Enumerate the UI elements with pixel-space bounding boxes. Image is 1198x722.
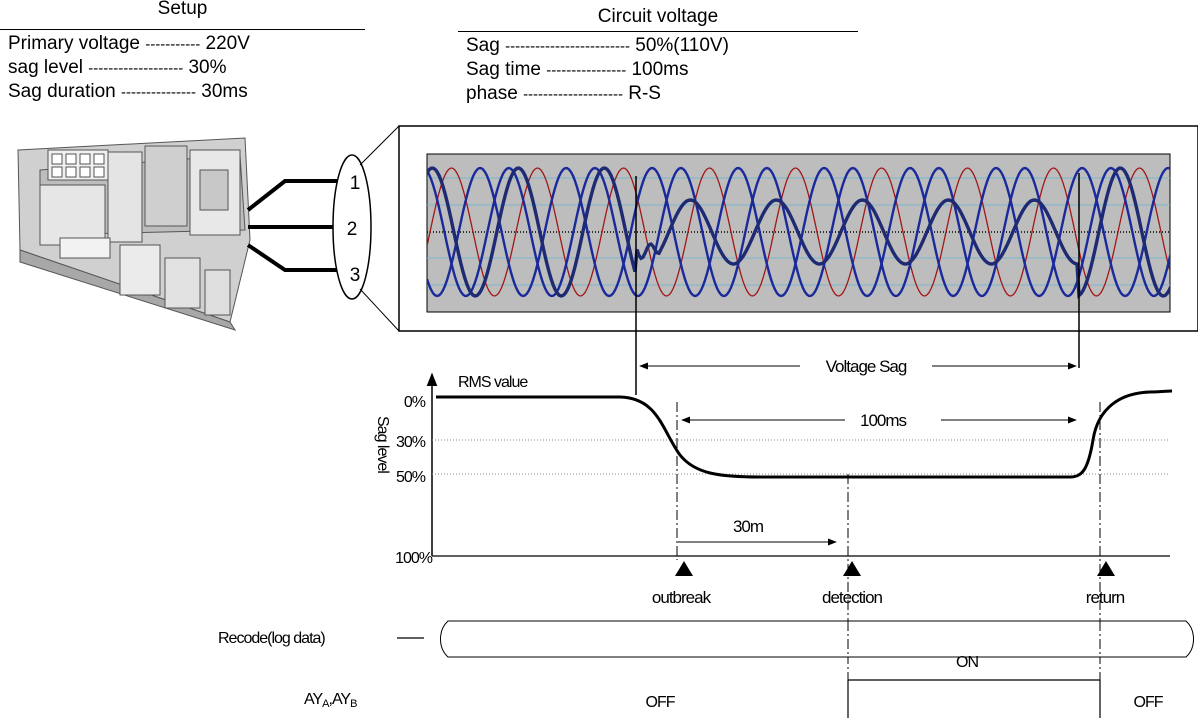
record-label: Recode(log data) xyxy=(218,630,325,647)
event-marker xyxy=(675,561,693,576)
circuit-row: Sag ------------------------- 50%(110V) xyxy=(466,35,729,56)
relay-state: OFF xyxy=(1134,694,1164,711)
event-label: return xyxy=(1086,588,1125,607)
tick-label: 30% xyxy=(396,434,426,451)
terminal-label: 2 xyxy=(347,219,358,240)
zoom-line xyxy=(359,288,400,332)
circuit-row: phase -------------------- R-S xyxy=(466,83,661,104)
rms-label: RMS value xyxy=(458,374,528,391)
event-label: detection xyxy=(822,588,883,607)
circuit-table: Sag ------------------------- 50%(110V) … xyxy=(466,35,729,107)
setup-table: Primary voltage ----------- 220V sag lev… xyxy=(8,33,250,105)
event-label: outbreak xyxy=(652,588,712,607)
event-marker xyxy=(1097,561,1115,576)
setup-row: Primary voltage ----------- 220V xyxy=(8,33,250,54)
setup-row: sag level ------------------- 30% xyxy=(8,57,227,78)
equipment-illustration xyxy=(17,137,251,331)
sag-level-axis-label: Sag level xyxy=(374,416,391,473)
phase-wave-red xyxy=(427,167,1170,297)
wires xyxy=(246,179,345,272)
circuit-row: Sag time ---------------- 100ms xyxy=(466,59,689,80)
relay-state: OFF xyxy=(646,694,676,711)
duration-bg xyxy=(845,408,941,430)
duration-label: 100ms xyxy=(860,411,907,430)
tick-label: 50% xyxy=(396,469,426,486)
relay-state: ON xyxy=(956,654,978,671)
rms-curve xyxy=(436,389,1173,479)
circuit-title: Circuit voltage xyxy=(597,6,719,27)
terminal-label: 1 xyxy=(350,173,361,194)
setup-rule xyxy=(0,29,365,30)
detect-label: 30m xyxy=(733,517,764,536)
sag-trace xyxy=(427,166,1170,300)
event-marker xyxy=(843,561,861,576)
tick-label: 100% xyxy=(395,550,433,567)
tick-label: 0% xyxy=(404,394,426,411)
relay-label: AYA,AYB xyxy=(304,691,357,710)
voltage-sag-label: Voltage Sag xyxy=(826,357,907,376)
zoom-line xyxy=(359,125,400,166)
phase-wave-blue xyxy=(427,166,1170,298)
voltage-sag-bg xyxy=(800,354,932,376)
setup-title: Setup xyxy=(157,0,208,19)
setup-row: Sag duration --------------- 30ms xyxy=(8,81,248,102)
terminal-block xyxy=(332,154,372,300)
record-bar xyxy=(440,620,1194,658)
phase-wave-blue xyxy=(427,166,1170,298)
scope-waves xyxy=(427,166,1170,300)
circuit-rule xyxy=(458,31,858,32)
terminal-label: 3 xyxy=(350,265,361,286)
